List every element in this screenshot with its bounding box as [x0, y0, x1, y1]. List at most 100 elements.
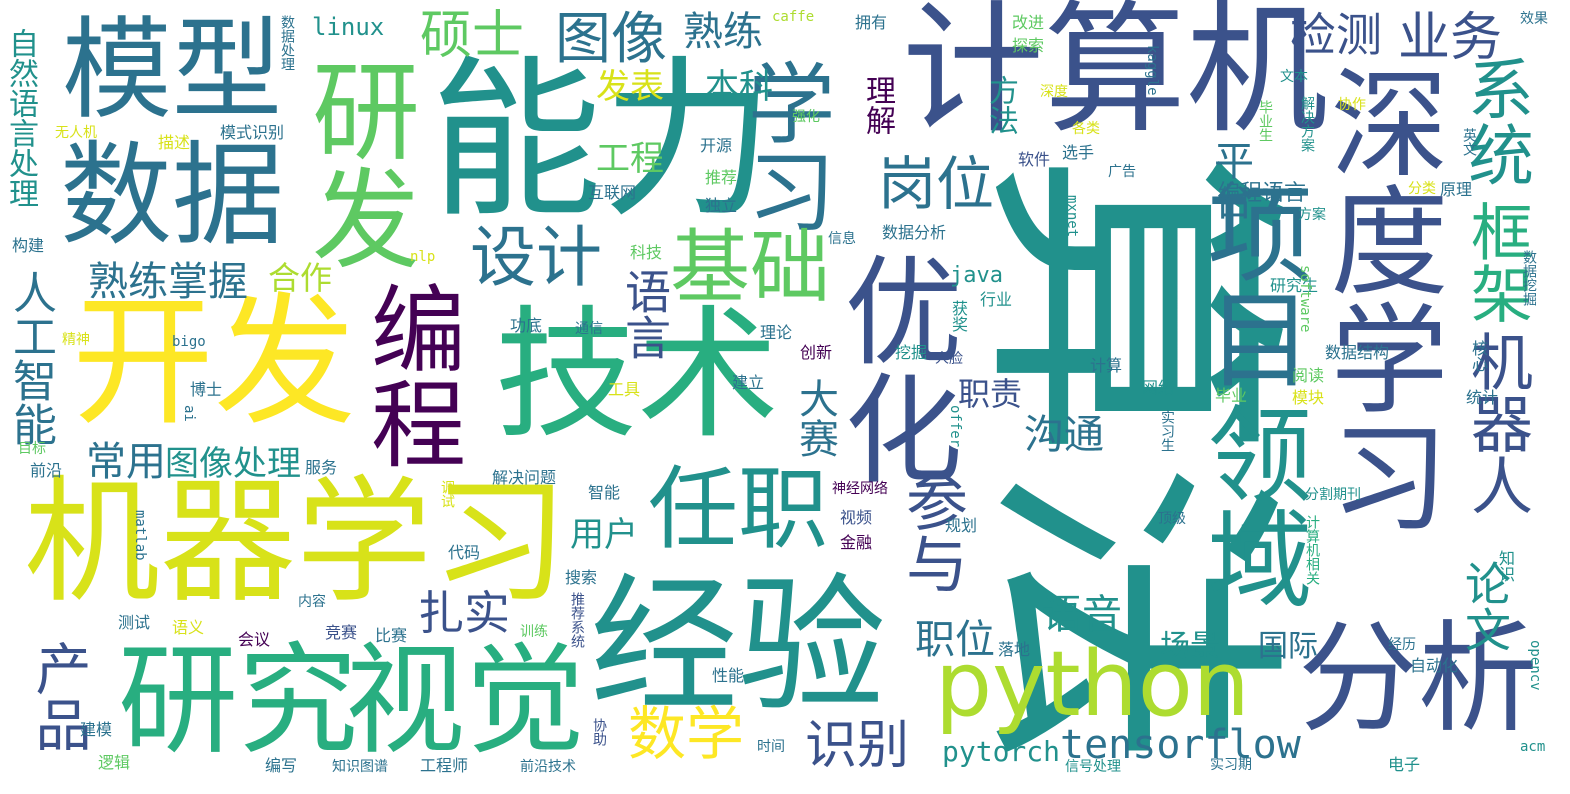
word-jiejuefangan: 解决方案	[1299, 96, 1315, 152]
word-yuyan: 语言	[618, 268, 672, 360]
word-zhishitupu: 知识图谱	[332, 759, 388, 775]
word-gongju: 工具	[608, 380, 641, 399]
word-ai: ai	[181, 405, 197, 422]
word-nengli: 能力	[430, 40, 774, 241]
word-guihua: 规划	[945, 516, 978, 535]
word-moxing: 模型	[62, 6, 282, 134]
word-yewu: 业务	[1398, 8, 1503, 68]
word-dianzi: 电子	[1388, 755, 1421, 774]
word-renzhi: 任职	[648, 457, 828, 562]
word-yingwen: 英文	[1461, 128, 1477, 156]
word-jianli: 建立	[732, 373, 765, 392]
word-gongcheng: 工程	[596, 139, 664, 179]
word-wurenji: 无人机	[55, 125, 97, 141]
word-tensorflow: tensorflow	[1060, 722, 1301, 768]
word-shijue: 视觉	[345, 632, 585, 771]
word-shujuchuli: 数据处理	[279, 15, 295, 71]
word-daima: 代码	[448, 543, 481, 562]
word-guoji: 国际	[1258, 629, 1318, 664]
word-shijian: 时间	[757, 739, 785, 755]
word-kuangjia: 框架	[1460, 200, 1533, 324]
word-sousuo: 搜索	[565, 568, 598, 587]
word-pingtai: 平台	[1207, 140, 1253, 220]
word-bianchengyuyan: 编程语言	[1218, 181, 1307, 206]
word-zhize: 职责	[958, 375, 1023, 413]
word-xinhaochuli: 信号处理	[1065, 759, 1121, 775]
word-yanjiusheng: 研究生	[1270, 276, 1319, 295]
word-kaggle: kaggle	[1144, 45, 1160, 96]
word-fangan: 方案	[1298, 207, 1326, 223]
word-jisuan: 计算	[1090, 356, 1123, 375]
word-tiaoshi: 调试	[439, 480, 455, 508]
word-ruanjian: 软件	[1018, 150, 1051, 169]
word-boshi: 博士	[190, 380, 223, 399]
word-fabiao: 发表	[596, 67, 664, 107]
word-guanggao: 广告	[1108, 164, 1136, 180]
word-zidonghua: 自动化	[1410, 656, 1459, 675]
word-acm: acm	[1520, 739, 1546, 755]
word-xuanshou: 选手	[1062, 143, 1095, 162]
word-changjing: 场景	[1160, 629, 1220, 664]
word-gelei: 各类	[1072, 121, 1100, 137]
word-fuwu: 服务	[305, 458, 338, 477]
word-fangfa: 方法	[983, 75, 1018, 135]
word-mokuai: 模块	[1292, 388, 1325, 407]
word-neirong: 内容	[298, 594, 326, 610]
word-lingyu: 领域	[1190, 400, 1312, 610]
word-xiezhu: 协助	[591, 718, 607, 746]
word-miaoshu: 描述	[158, 133, 191, 152]
word-yuyi: 语义	[172, 618, 205, 637]
word-hulianwang: 互联网	[588, 183, 637, 202]
word-jingsai: 竞赛	[325, 623, 358, 642]
word-tuijianxitong: 推荐系统	[569, 592, 585, 648]
word-jiejuewenti: 解决问题	[492, 468, 557, 487]
word-zhishi: 知识	[1496, 550, 1515, 582]
word-shuju: 数据	[60, 131, 284, 261]
word-luodi: 落地	[998, 640, 1031, 659]
word-qianghua: 强化	[792, 109, 820, 125]
word-yongyou: 拥有	[855, 13, 888, 32]
word-xingneng: 性能	[712, 666, 745, 685]
word-matlab: matlab	[132, 510, 148, 561]
word-yonghu: 用户	[570, 515, 638, 555]
word-jianmo: 建模	[80, 720, 113, 739]
word-jishu: 技术	[495, 293, 779, 458]
word-xiezuo: 协作	[1338, 97, 1366, 113]
word-rengongzhineng: 人工智能	[5, 270, 56, 446]
word-jisuanji: 计算机	[902, 0, 1328, 153]
word-jiance: 检测	[1290, 8, 1382, 62]
word-biye: 毕业	[1215, 386, 1248, 405]
word-nlp: nlp	[410, 249, 436, 265]
word-biancheng: 编程	[355, 280, 465, 470]
word-shulian: 熟练	[683, 9, 763, 55]
word-bisai: 比赛	[375, 626, 408, 645]
word-shibie: 识别	[805, 716, 910, 776]
word-shujujiegou: 数据结构	[1325, 343, 1390, 362]
word-yuanli: 原理	[1440, 180, 1473, 199]
word-bigo: bigo	[172, 334, 206, 350]
word-yuyin: 语音	[1042, 592, 1122, 638]
word-shenduxuexi: 深度学习	[1310, 62, 1448, 534]
word-tuxiang: 图像	[555, 7, 667, 72]
word-huojiang: 获奖	[949, 300, 968, 332]
word-shujufenxi: 数据分析	[882, 223, 947, 242]
word-xiangmu: 项目	[1190, 180, 1312, 390]
word-dasai: 大赛	[792, 378, 838, 458]
word-shuxue: 数学	[628, 700, 745, 768]
word-yanjiu: 研究	[118, 632, 358, 771]
word-sheji: 设计	[470, 219, 602, 296]
word-luoji: 逻辑	[98, 753, 131, 772]
word-wenben: 文本	[1280, 69, 1308, 85]
word-dingji: 顶级	[1158, 511, 1186, 527]
word-xiaoguo: 效果	[1520, 11, 1548, 27]
word-duli: 独立	[705, 196, 738, 215]
word-yuedu: 阅读	[1292, 366, 1325, 385]
word-jingyan: 经验	[590, 560, 886, 732]
word-mxnet: mxnet	[1064, 195, 1080, 238]
word-fenxi: 分析	[1298, 610, 1538, 749]
word-canyu: 参与	[895, 470, 968, 594]
word-tuijian: 推荐	[705, 168, 738, 187]
word-opencv: opencv	[1527, 640, 1543, 691]
word-shixisheng: 实习生	[1159, 410, 1175, 452]
word-shenjingwangluo: 神经网络	[832, 481, 888, 497]
